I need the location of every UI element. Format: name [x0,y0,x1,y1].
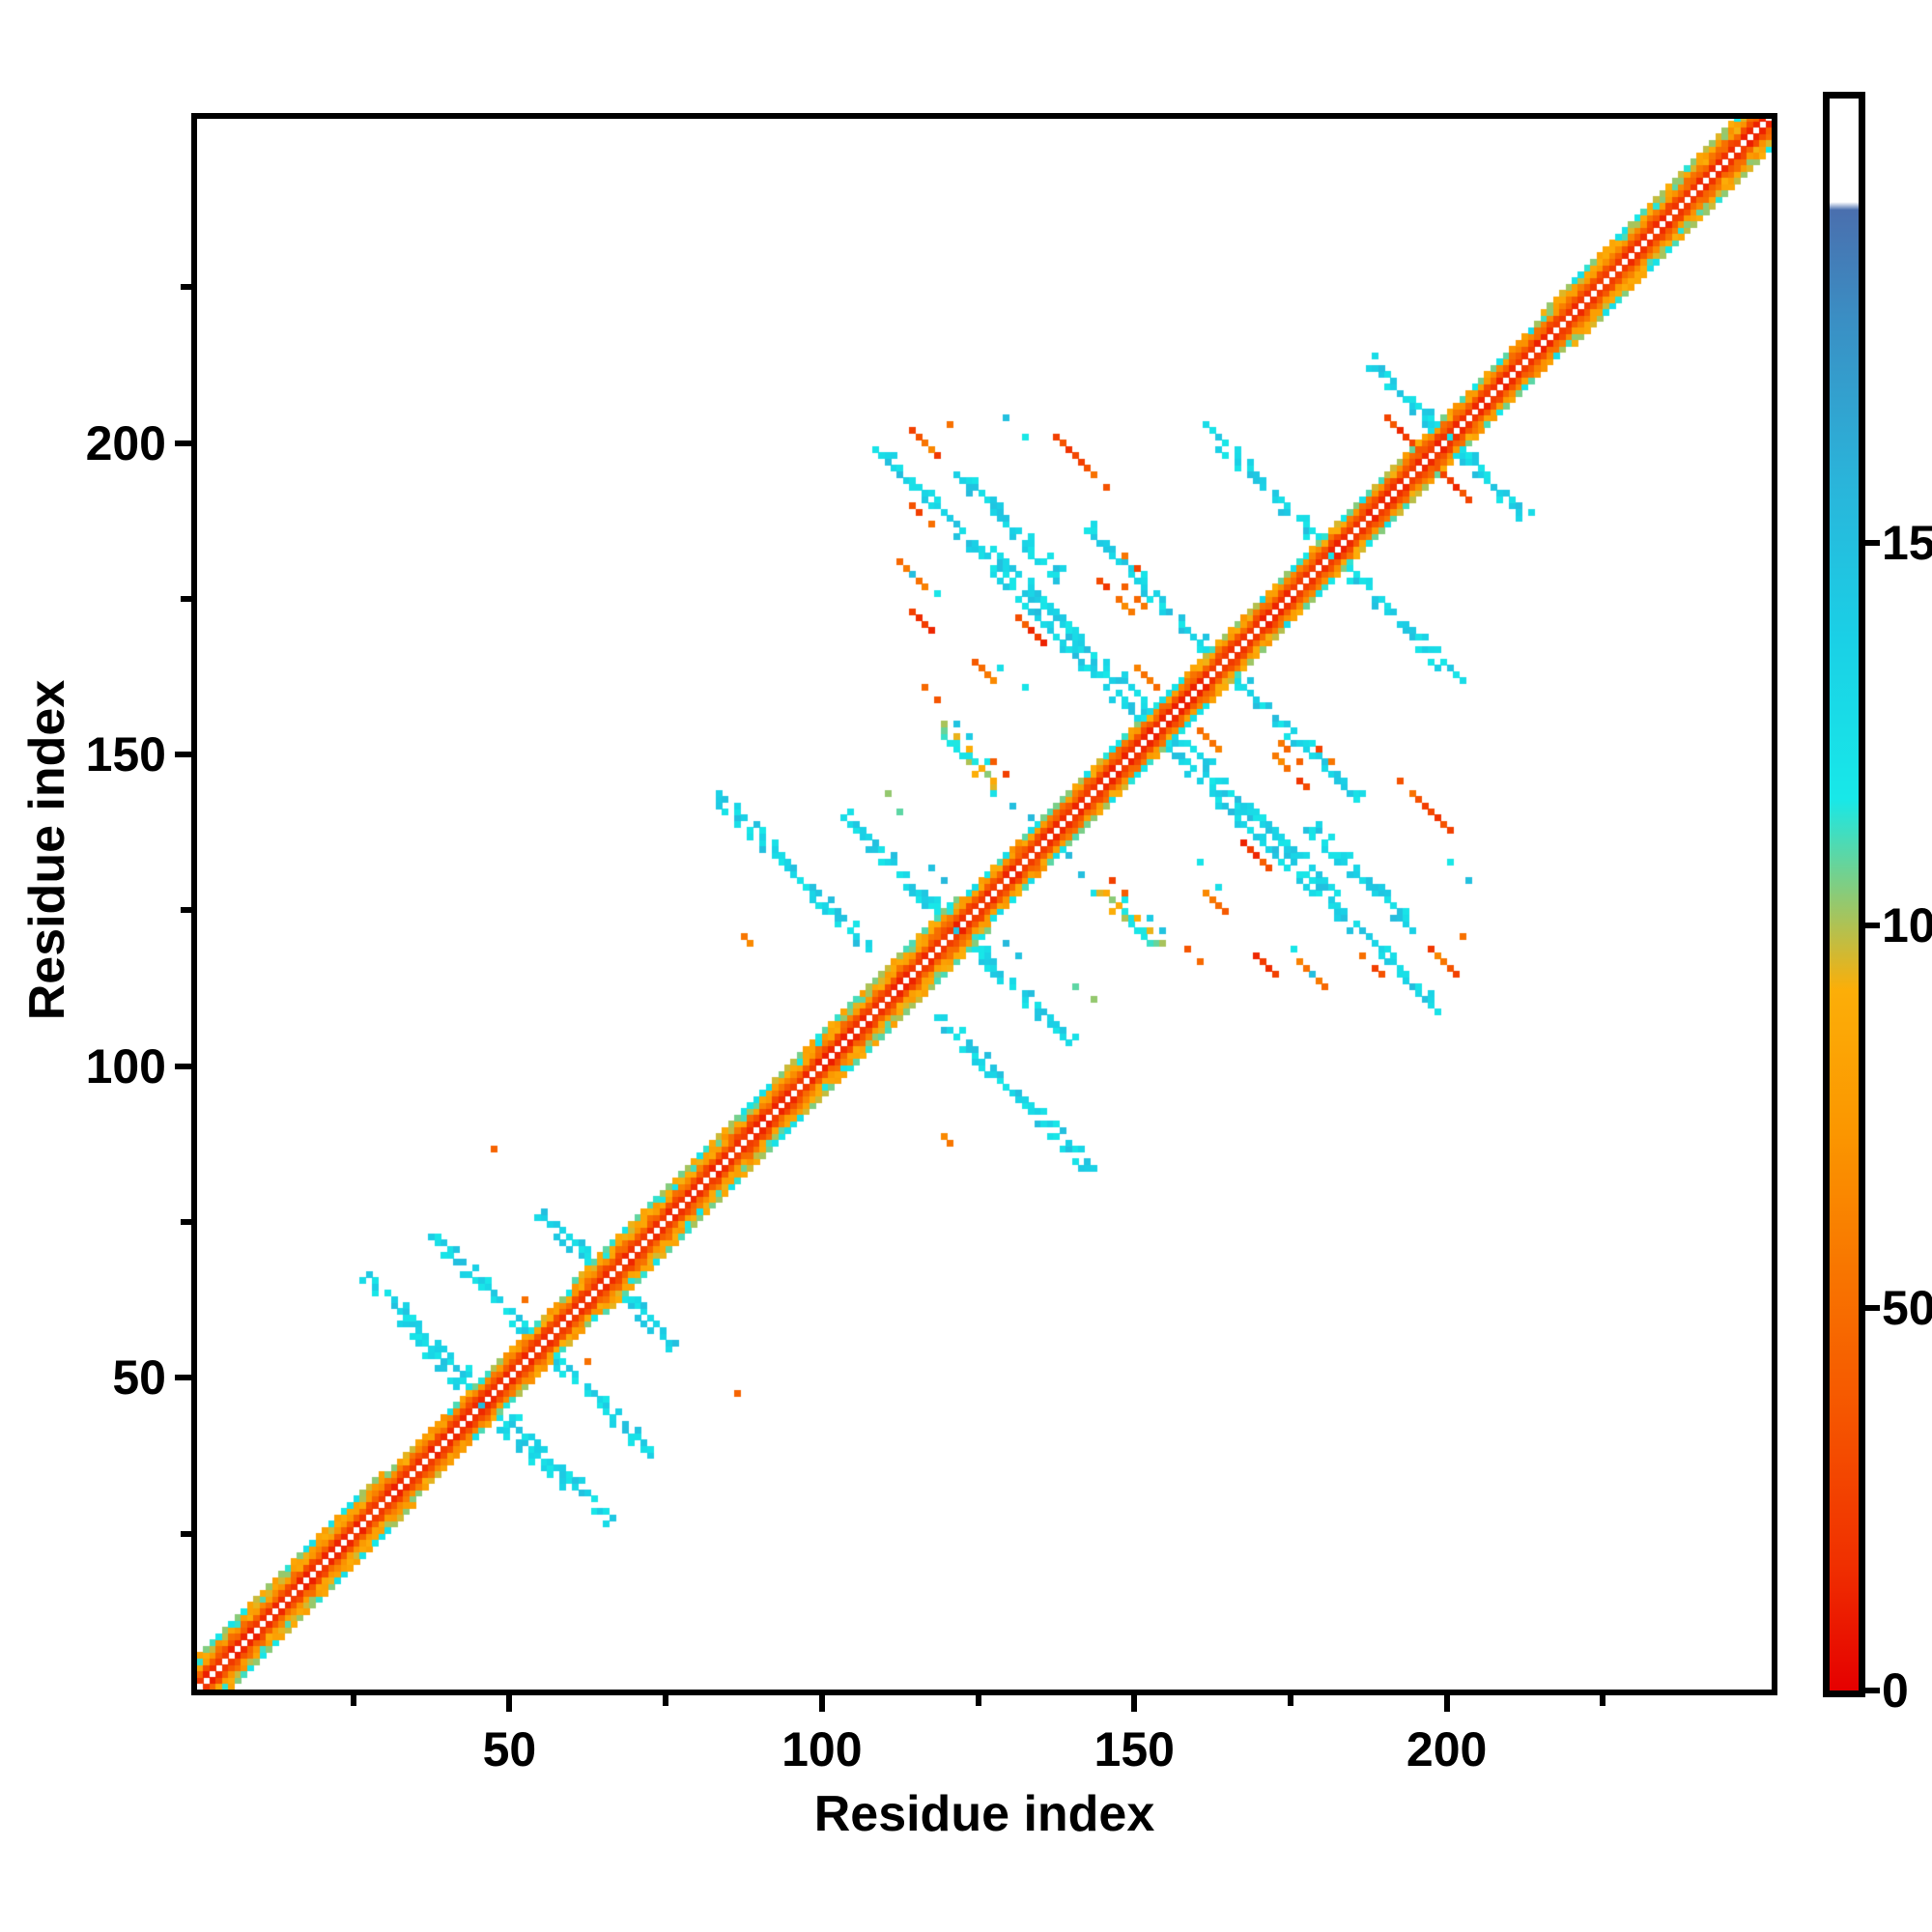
y-tick-label-100: 100 [85,1038,166,1094]
x-tick-label-200: 200 [1406,1722,1488,1776]
x-tick-label-150: 150 [1094,1722,1175,1776]
x-axis-title: Residue index [813,1786,1155,1842]
y-tick-100 [175,1063,191,1069]
x-minor-tick-75 [663,1695,669,1706]
y-minor-tick-225 [181,284,191,291]
y-tick-label-150: 150 [85,727,166,782]
colorbar-gradient [1830,99,1859,1690]
y-minor-tick-25 [181,1530,191,1537]
colorbar-tick-50 [1865,1304,1880,1311]
y-minor-tick-175 [181,595,191,602]
x-minor-tick-25 [350,1695,356,1706]
x-tick-label-50: 50 [482,1722,537,1776]
contact-map-canvas [197,119,1772,1690]
y-minor-tick-75 [181,1219,191,1226]
y-tick-label-200: 200 [85,415,166,470]
y-tick-200 [175,440,191,446]
y-tick-label-50: 50 [112,1350,166,1406]
x-tick-label-100: 100 [781,1722,863,1776]
x-minor-tick-225 [1600,1695,1606,1706]
y-axis-title: Residue index [19,679,75,1021]
x-minor-tick-125 [975,1695,981,1706]
x-minor-tick-175 [1287,1695,1293,1706]
x-tick-100 [818,1695,825,1712]
colorbar-tick-100 [1865,922,1880,928]
colorbar-tick-0 [1865,1688,1880,1693]
x-tick-150 [1131,1695,1138,1712]
colorbar-label-150: 150 [1882,515,1932,570]
colorbar-label-100: 100 [1882,897,1932,952]
colorbar-label-50: 50 [1882,1280,1932,1335]
y-minor-tick-125 [181,907,191,914]
y-tick-50 [175,1375,191,1381]
colorbar-label-0: 0 [1882,1663,1909,1718]
x-tick-50 [506,1695,513,1712]
colorbar-tick-150 [1865,539,1880,546]
y-tick-150 [175,752,191,758]
colorbar [1823,92,1865,1697]
heatmap-plot-area [191,113,1777,1695]
x-tick-200 [1443,1695,1450,1712]
